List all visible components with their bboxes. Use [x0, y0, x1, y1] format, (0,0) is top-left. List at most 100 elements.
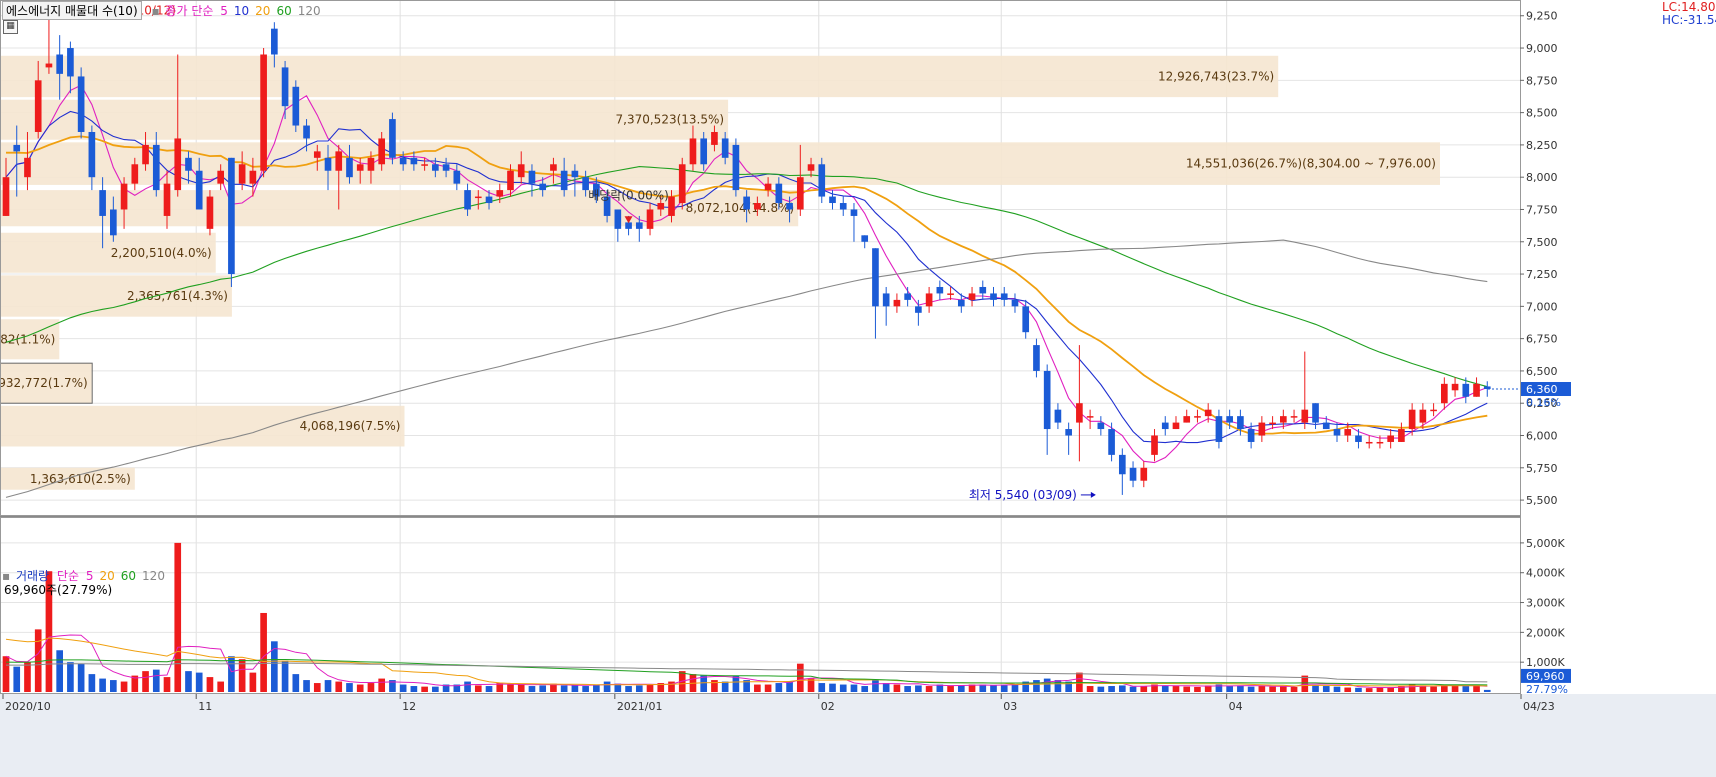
candle-body [271, 28, 278, 55]
candle-body [174, 138, 182, 191]
candle-body [571, 170, 579, 178]
ma-period-60: 60 [276, 4, 292, 18]
date-tick-label: 04/23 [1523, 700, 1555, 713]
volume-bar [56, 650, 63, 692]
volume-bar [1279, 686, 1287, 692]
candle-body [1097, 422, 1105, 430]
candle-body [957, 299, 965, 307]
candle-body [453, 170, 461, 184]
volume-ma-line-120 [6, 662, 1488, 683]
lc-label: LC:14.80 [1662, 0, 1716, 14]
candle-body [152, 144, 160, 191]
volume-profile-label: 12,926,743(23.7%) [1158, 69, 1274, 83]
candle-body [1215, 416, 1223, 442]
candle-body [485, 196, 493, 204]
date-tick-label: 2021/01 [617, 700, 663, 713]
volume-bar [1419, 685, 1427, 692]
candle-body [850, 209, 858, 216]
candle-body [346, 157, 353, 178]
candle-body [142, 144, 149, 165]
candle-body [1408, 409, 1416, 430]
volume-bar [1408, 684, 1416, 692]
volume-tick-label: 5,000K [1526, 537, 1565, 550]
candle-body [367, 157, 375, 171]
date-tick-label: 03 [1003, 700, 1017, 713]
candle-body [775, 183, 783, 204]
candle-body [550, 164, 557, 171]
volume-bar [228, 656, 235, 692]
candle-body [292, 86, 300, 126]
volume-ma-line-60 [5, 659, 1488, 686]
volume-moving-averages [5, 634, 1488, 689]
volume-profile-label: 8,072,104(14.8%) [686, 201, 795, 215]
candle-body [1333, 429, 1341, 436]
volume-bar [399, 684, 407, 692]
annotation-low-label: 최저 5,540 (03/09) [969, 488, 1077, 502]
volume-profile-bar [0, 275, 232, 317]
candlesticks[interactable] [2, 10, 1491, 495]
candle-body [1129, 467, 1137, 481]
date-tick-label: 11 [198, 700, 212, 713]
candle-body [195, 170, 203, 210]
candle-body [399, 157, 407, 165]
volume-bars[interactable] [2, 542, 1491, 692]
candle-body [1387, 435, 1394, 442]
table-grid-icon[interactable]: ▦ [3, 20, 18, 34]
volume-bar [893, 684, 901, 692]
volume-profile-bar [0, 55, 1279, 98]
volume-bar [1473, 685, 1480, 692]
volume-bar [571, 685, 579, 692]
candle-body [1430, 409, 1437, 412]
volume-bar [786, 681, 793, 692]
candle-body [732, 144, 740, 191]
volume-bar [872, 680, 879, 692]
candle-body [764, 183, 772, 191]
volume-bar [1365, 688, 1373, 692]
candle-body [249, 170, 257, 184]
volume-bar [1065, 681, 1072, 692]
volume-bar [796, 663, 804, 692]
candle-body [1247, 429, 1255, 442]
date-tick-label: 2020/10 [5, 700, 51, 713]
volume-bar [1204, 685, 1212, 692]
volume-bar [378, 678, 386, 692]
candle-body [67, 48, 74, 77]
candle-body [743, 196, 750, 210]
candle-body [646, 209, 654, 229]
volume-bar [110, 680, 117, 692]
candle-body [389, 119, 396, 158]
volume-bar [614, 683, 622, 692]
volume-bar [163, 677, 171, 692]
annotation-marker [624, 216, 633, 224]
volume-profile-label: 2,200,510(4.0%) [111, 246, 212, 260]
candle-body [1108, 429, 1115, 455]
candle-body [582, 177, 589, 191]
candle-body [839, 203, 847, 210]
stock-title[interactable]: 에스에너지 매물대 수(10) [2, 1, 142, 20]
candle-body [528, 170, 536, 184]
volume-bar [700, 675, 708, 692]
candle-body [324, 157, 332, 171]
volume-bar [1441, 684, 1448, 692]
volume-bar [560, 685, 568, 692]
volume-bar [120, 681, 128, 692]
price-tick-label: 5,500 [1526, 494, 1558, 507]
volume-profile-label: 14,551,036(26.7%)(8,304.00 ~ 7,976.00) [1186, 157, 1436, 171]
volume-bar [1258, 686, 1266, 692]
volume-bar [453, 684, 461, 692]
candle-body [861, 235, 869, 242]
candle-body [2, 177, 10, 216]
candle-body [721, 138, 729, 158]
volume-bar [421, 686, 428, 692]
volume-profile-label: 599,882(1.1%) [0, 332, 55, 346]
vol-legend-label: 거래량 [15, 569, 50, 583]
volume-bar [603, 681, 611, 692]
ma-legend-periods: 5 10 20 60 120 [220, 4, 326, 18]
volume-bar [775, 683, 783, 692]
volume-bar [1355, 687, 1362, 692]
volume-profile-label: 7,370,523(13.5%) [616, 113, 725, 127]
candle-body [603, 196, 611, 216]
candle-body [1398, 429, 1405, 442]
candle-body [668, 196, 675, 216]
